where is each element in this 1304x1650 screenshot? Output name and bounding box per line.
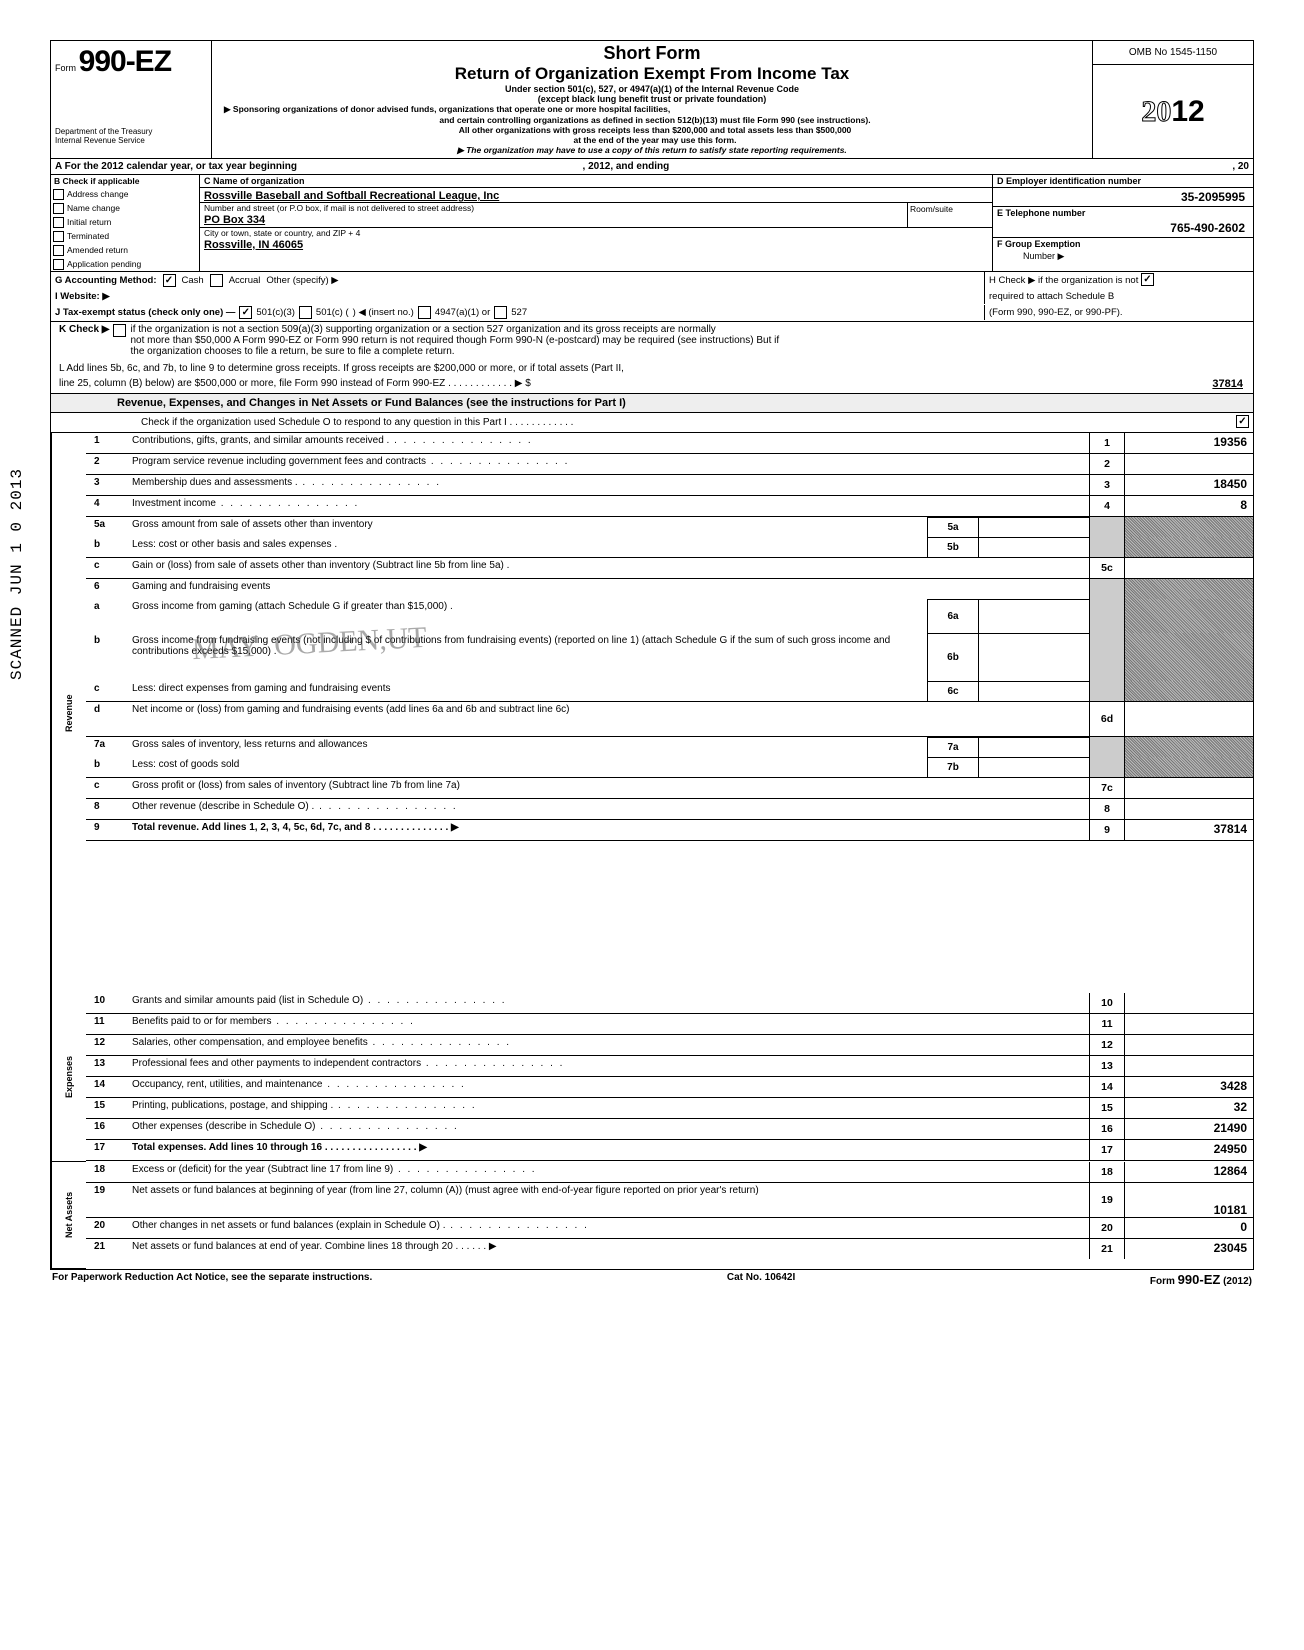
val-2 bbox=[1124, 454, 1253, 474]
val-20: 0 bbox=[1124, 1218, 1253, 1238]
chk-K[interactable] bbox=[113, 324, 126, 337]
scanned-stamp: SCANNED JUN 1 0 2013 bbox=[8, 468, 26, 680]
po-box: PO Box 334 bbox=[200, 213, 907, 227]
chk-amended[interactable] bbox=[53, 245, 64, 256]
I-label: I Website: ▶ bbox=[55, 291, 110, 302]
val-12 bbox=[1124, 1035, 1253, 1055]
chk-501c3[interactable]: ✓ bbox=[239, 306, 252, 319]
chk-cash[interactable]: ✓ bbox=[163, 274, 176, 287]
val-7c bbox=[1124, 778, 1253, 798]
val-9: 37814 bbox=[1124, 820, 1253, 840]
chk-527[interactable] bbox=[494, 306, 507, 319]
val-17: 24950 bbox=[1124, 1140, 1253, 1160]
val-15: 32 bbox=[1124, 1098, 1253, 1118]
ein: 35-2095995 bbox=[993, 188, 1253, 207]
val-1: 19356 bbox=[1124, 433, 1253, 453]
L-amount: 37814 bbox=[1212, 376, 1249, 393]
omb-number: OMB No 1545-1150 bbox=[1093, 41, 1253, 65]
phone: 765-490-2602 bbox=[993, 219, 1253, 238]
tax-year: 2012 bbox=[1093, 65, 1253, 158]
G-label: G Accounting Method: bbox=[55, 275, 157, 286]
H-block: H Check ▶ if the organization is not ✓ bbox=[984, 272, 1253, 289]
form-990ez-page: SCANNED JUN 1 0 2013 Form 990-EZ Departm… bbox=[50, 40, 1254, 1289]
part-I-table: Revenue 1Contributions, gifts, grants, a… bbox=[50, 433, 1254, 1270]
val-4: 8 bbox=[1124, 496, 1253, 516]
chk-schedule-O[interactable]: ✓ bbox=[1236, 415, 1249, 428]
val-16: 21490 bbox=[1124, 1119, 1253, 1139]
chk-initial-return[interactable] bbox=[53, 217, 64, 228]
col-DEF: D Employer identification number 35-2095… bbox=[992, 175, 1253, 271]
chk-app-pending[interactable] bbox=[53, 259, 64, 270]
sp2: and certain controlling organizations as… bbox=[218, 115, 1086, 125]
under-section: Under section 501(c), 527, or 4947(a)(1)… bbox=[218, 84, 1086, 94]
part-I-head: Revenue, Expenses, and Changes in Net As… bbox=[50, 394, 1254, 413]
chk-501c[interactable] bbox=[299, 306, 312, 319]
val-18: 12864 bbox=[1124, 1162, 1253, 1182]
sp3: All other organizations with gross recei… bbox=[218, 125, 1086, 135]
chk-4947[interactable] bbox=[418, 306, 431, 319]
form-word: Form bbox=[55, 63, 76, 73]
side-netassets: Net Assets bbox=[51, 1162, 86, 1269]
side-expenses: Expenses bbox=[51, 993, 86, 1162]
chk-name-change[interactable] bbox=[53, 203, 64, 214]
chk-address-change[interactable] bbox=[53, 189, 64, 200]
val-21: 23045 bbox=[1124, 1239, 1253, 1259]
may-have: ▶ The organization may have to use a cop… bbox=[218, 145, 1086, 156]
val-11 bbox=[1124, 1014, 1253, 1034]
val-14: 3428 bbox=[1124, 1077, 1253, 1097]
val-3: 18450 bbox=[1124, 475, 1253, 495]
side-revenue: Revenue bbox=[51, 433, 86, 993]
chk-terminated[interactable] bbox=[53, 231, 64, 242]
footer: For Paperwork Reduction Act Notice, see … bbox=[50, 1270, 1254, 1289]
except: (except black lung benefit trust or priv… bbox=[218, 94, 1086, 104]
city-state-zip: Rossville, IN 46065 bbox=[200, 238, 992, 252]
val-19: 10181 bbox=[1124, 1183, 1253, 1217]
col-B: B Check if applicable Address change Nam… bbox=[51, 175, 200, 271]
val-13 bbox=[1124, 1056, 1253, 1076]
val-8 bbox=[1124, 799, 1253, 819]
return-title: Return of Organization Exempt From Incom… bbox=[218, 64, 1086, 84]
sp1: ▶ Sponsoring organizations of donor advi… bbox=[218, 104, 1086, 115]
header-block: Form 990-EZ Department of the Treasury I… bbox=[50, 40, 1254, 159]
col-C: C Name of organization Rossville Basebal… bbox=[200, 175, 992, 271]
irs: Internal Revenue Service bbox=[55, 136, 203, 145]
form-number: 990-EZ bbox=[79, 45, 171, 78]
val-6d bbox=[1124, 702, 1253, 736]
sp4: at the end of the year may use this form… bbox=[218, 135, 1086, 145]
org-name: Rossville Baseball and Softball Recreati… bbox=[200, 188, 992, 202]
val-5c bbox=[1124, 558, 1253, 578]
chk-H[interactable]: ✓ bbox=[1141, 273, 1154, 286]
val-10 bbox=[1124, 993, 1253, 1013]
chk-accrual[interactable] bbox=[210, 274, 223, 287]
short-form-title: Short Form bbox=[218, 43, 1086, 64]
room-suite: Room/suite bbox=[907, 203, 992, 227]
row-A: A For the 2012 calendar year, or tax yea… bbox=[51, 159, 1253, 174]
dept-treasury: Department of the Treasury bbox=[55, 127, 203, 136]
